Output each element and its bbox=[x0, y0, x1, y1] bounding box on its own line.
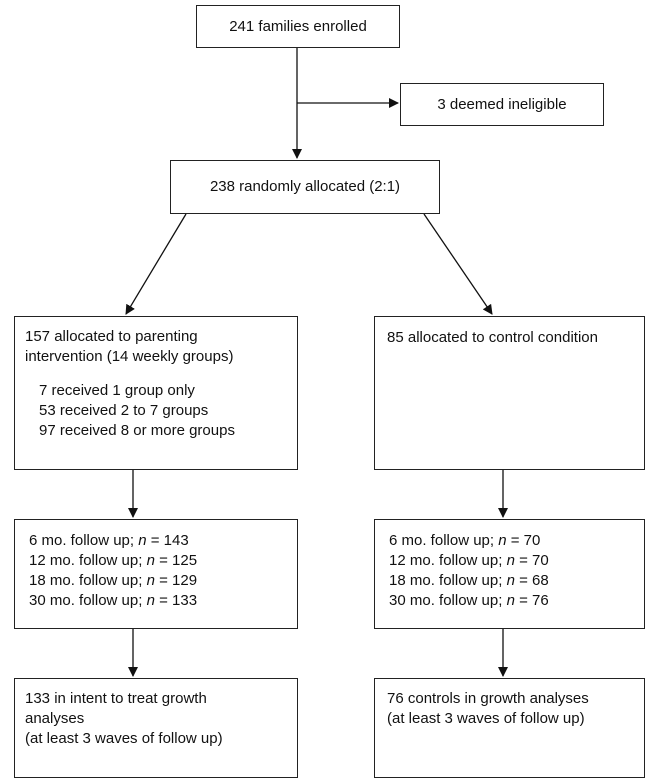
intervention-dose-3: 97 received 8 or more groups bbox=[39, 422, 235, 439]
followup-row: 18 mo. follow up; n = 68 bbox=[389, 572, 549, 589]
arrow-randomized-to-intervention bbox=[125, 213, 187, 315]
enrolled-box: 241 families enrolled bbox=[196, 5, 400, 48]
control-analysis-line-2: (at least 3 waves of follow up) bbox=[387, 710, 585, 727]
intervention-dose-1: 7 received 1 group only bbox=[39, 382, 195, 399]
followup-row: 30 mo. follow up; n = 133 bbox=[29, 592, 198, 609]
control-followup-box: 6 mo. follow up; n = 70 12 mo. follow up… bbox=[374, 519, 645, 629]
followup-row: 30 mo. follow up; n = 76 bbox=[389, 592, 549, 609]
analysis-line-3: (at least 3 waves of follow up) bbox=[25, 730, 223, 747]
intervention-line-2: intervention (14 weekly groups) bbox=[25, 348, 234, 365]
control-analysis-box: 76 controls in growth analyses (at least… bbox=[374, 678, 645, 778]
intervention-box: 157 allocated to parenting intervention … bbox=[14, 316, 298, 470]
followup-row: 18 mo. follow up; n = 129 bbox=[29, 572, 198, 589]
followup-row: 12 mo. follow up; n = 125 bbox=[29, 552, 198, 569]
arrow-randomized-to-control bbox=[423, 213, 493, 315]
control-box: 85 allocated to control condition bbox=[374, 316, 645, 470]
intervention-line-1: 157 allocated to parenting bbox=[25, 328, 198, 345]
randomized-label: 238 randomly allocated (2:1) bbox=[209, 178, 401, 195]
ineligible-label: 3 deemed ineligible bbox=[437, 95, 567, 113]
intervention-followup-box: 6 mo. follow up; n = 143 12 mo. follow u… bbox=[14, 519, 298, 629]
control-label: 85 allocated to control condition bbox=[387, 329, 598, 346]
intervention-dose-2: 53 received 2 to 7 groups bbox=[39, 402, 209, 419]
analysis-line-1: 133 in intent to treat growth bbox=[25, 690, 207, 707]
intervention-analysis-box: 133 in intent to treat growth analyses (… bbox=[14, 678, 298, 778]
randomized-box: 238 randomly allocated (2:1) bbox=[170, 160, 440, 214]
followup-row: 12 mo. follow up; n = 70 bbox=[389, 552, 549, 569]
followup-row: 6 mo. follow up; n = 70 bbox=[389, 532, 541, 549]
ineligible-box: 3 deemed ineligible bbox=[400, 83, 604, 126]
control-analysis-line-1: 76 controls in growth analyses bbox=[387, 690, 589, 707]
analysis-line-2: analyses bbox=[25, 710, 85, 727]
enrolled-label: 241 families enrolled bbox=[229, 17, 367, 35]
followup-row: 6 mo. follow up; n = 143 bbox=[29, 532, 189, 549]
